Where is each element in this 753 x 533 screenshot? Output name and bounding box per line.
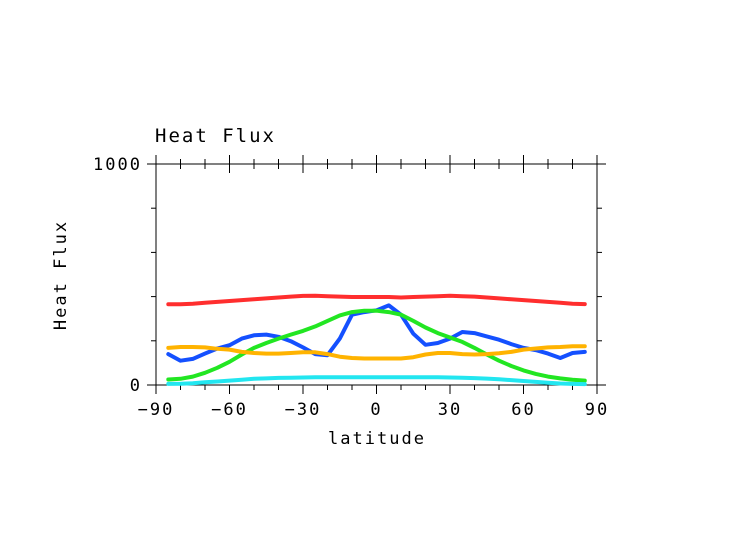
x-tick-label: −30 xyxy=(285,400,322,420)
x-tick-label: 0 xyxy=(370,400,382,420)
x-axis-label: latitude xyxy=(328,429,426,449)
x-tick-label: 60 xyxy=(511,400,535,420)
series-lines xyxy=(166,293,587,387)
y-tick-label: 0 xyxy=(130,376,142,396)
x-tick-label: 30 xyxy=(438,400,462,420)
series-line-5 xyxy=(166,375,587,387)
y-axis-label: Heat Flux xyxy=(51,220,71,330)
series-line-2 xyxy=(166,303,587,363)
x-tick-label: 90 xyxy=(585,400,609,420)
series-line-3 xyxy=(166,308,587,383)
series-line-4 xyxy=(166,344,587,361)
chart-title: Heat Flux xyxy=(155,125,276,147)
x-tick-label: −90 xyxy=(138,400,175,420)
y-tick-label: 1000 xyxy=(93,155,142,175)
tick-labels: −90 −60 −30 0 30 60 90 0 1000 xyxy=(93,155,609,420)
plot-frame xyxy=(155,163,598,386)
x-tick-label: −60 xyxy=(211,400,248,420)
series-line-1 xyxy=(166,293,587,307)
axes xyxy=(147,155,606,394)
